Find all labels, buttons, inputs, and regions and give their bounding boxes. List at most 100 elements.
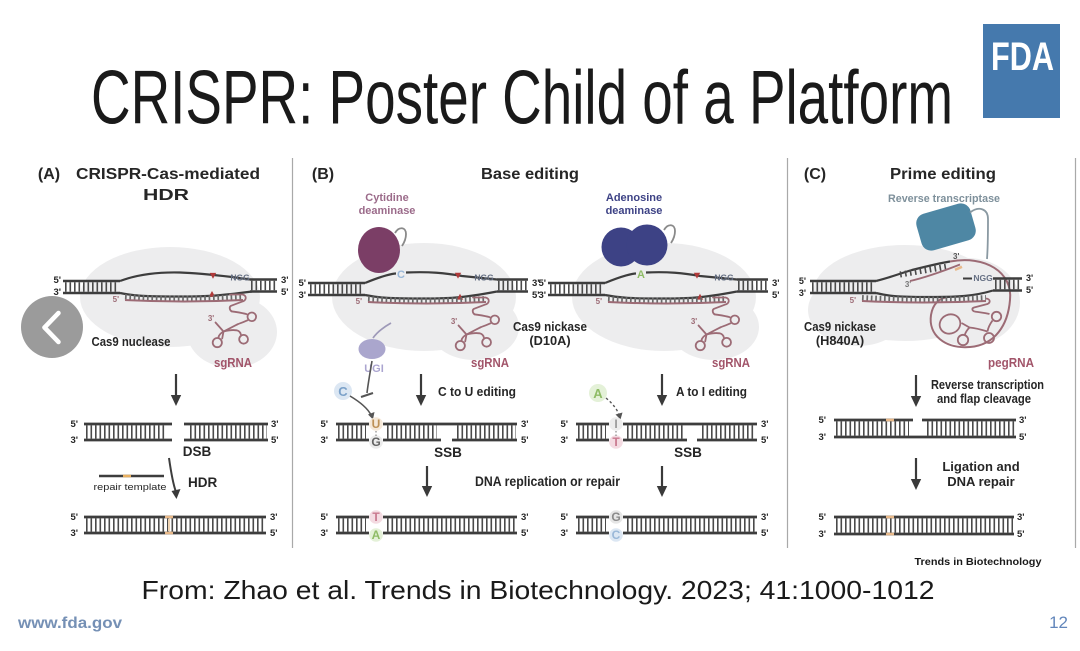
svg-text:A: A xyxy=(637,269,645,281)
svg-text:Reverse transcriptase: Reverse transcriptase xyxy=(888,193,1000,205)
svg-text:3': 3' xyxy=(208,314,214,323)
svg-text:5': 5' xyxy=(70,512,78,523)
svg-text:C to U editing: C to U editing xyxy=(438,384,516,399)
svg-text:SSB: SSB xyxy=(434,445,462,460)
svg-text:(H840A): (H840A) xyxy=(816,333,864,348)
svg-text:Cas9 nickase: Cas9 nickase xyxy=(513,319,587,334)
svg-text:pegRNA: pegRNA xyxy=(988,355,1035,370)
svg-text:5': 5' xyxy=(1026,285,1033,295)
svg-text:CRISPR: Poster Child of a Plat: CRISPR: Poster Child of a Platform xyxy=(91,56,953,141)
svg-text:5': 5' xyxy=(560,419,568,430)
svg-text:3': 3' xyxy=(320,435,328,446)
svg-text:3': 3' xyxy=(521,512,529,523)
svg-text:Trends in Biotechnology: Trends in Biotechnology xyxy=(915,556,1042,568)
svg-text:5': 5' xyxy=(560,512,568,523)
svg-text:Prime editing: Prime editing xyxy=(890,166,996,183)
svg-text:5': 5' xyxy=(532,290,540,301)
svg-text:(B): (B) xyxy=(312,166,334,183)
svg-text:5': 5' xyxy=(521,435,529,446)
svg-text:5': 5' xyxy=(356,297,362,306)
svg-text:5': 5' xyxy=(818,512,826,523)
svg-text:DNA repair: DNA repair xyxy=(947,474,1014,489)
svg-text:CRISPR-Cas-mediated: CRISPR-Cas-mediated xyxy=(76,166,260,183)
svg-text:3': 3' xyxy=(1017,512,1025,523)
svg-text:A: A xyxy=(593,386,603,401)
svg-text:5': 5' xyxy=(281,287,289,298)
svg-text:5': 5' xyxy=(320,512,328,523)
svg-text:UGI: UGI xyxy=(364,363,384,375)
svg-text:3': 3' xyxy=(451,317,457,326)
svg-text:3': 3' xyxy=(772,278,780,289)
svg-text:HDR: HDR xyxy=(143,187,190,204)
svg-text:NGG: NGG xyxy=(474,273,494,283)
svg-text:5': 5' xyxy=(521,528,529,539)
svg-text:sgRNA: sgRNA xyxy=(471,355,510,370)
svg-text:5': 5' xyxy=(761,435,769,446)
svg-text:A: A xyxy=(372,528,381,542)
svg-text:and flap cleavage: and flap cleavage xyxy=(937,391,1031,406)
svg-text:deaminase: deaminase xyxy=(606,205,663,217)
svg-text:Reverse transcription: Reverse transcription xyxy=(931,377,1044,392)
svg-text:U: U xyxy=(372,417,381,431)
svg-text:5': 5' xyxy=(113,295,119,304)
svg-text:NGG: NGG xyxy=(973,273,993,283)
svg-text:3': 3' xyxy=(70,435,78,446)
svg-text:3': 3' xyxy=(953,252,959,261)
svg-text:HDR: HDR xyxy=(188,475,217,490)
svg-text:3': 3' xyxy=(70,528,78,539)
svg-text:3': 3' xyxy=(799,288,806,298)
svg-text:(D10A): (D10A) xyxy=(529,333,570,348)
svg-text:(A): (A) xyxy=(38,166,60,183)
svg-text:5': 5' xyxy=(772,290,780,301)
svg-text:repair template: repair template xyxy=(94,482,167,493)
svg-text:3': 3' xyxy=(320,528,328,539)
svg-text:3': 3' xyxy=(560,435,568,446)
svg-text:deaminase: deaminase xyxy=(359,205,416,217)
svg-text:FDA: FDA xyxy=(991,35,1054,79)
svg-text:3': 3' xyxy=(271,419,279,430)
svg-text:SSB: SSB xyxy=(674,445,702,460)
svg-text:5': 5' xyxy=(818,415,826,426)
svg-text:T: T xyxy=(612,435,620,449)
svg-text:3': 3' xyxy=(818,432,826,443)
svg-text:5': 5' xyxy=(761,528,769,539)
svg-text:3': 3' xyxy=(532,278,540,289)
svg-text:I: I xyxy=(614,417,617,431)
svg-text:NGG: NGG xyxy=(230,273,250,283)
svg-text:3': 3' xyxy=(270,512,278,523)
svg-text:5': 5' xyxy=(70,419,78,430)
svg-text:12: 12 xyxy=(1049,613,1068,632)
svg-text:C: C xyxy=(612,528,621,542)
svg-text:3': 3' xyxy=(1026,273,1033,283)
svg-text:DNA replication or repair: DNA replication or repair xyxy=(475,474,621,489)
svg-text:Ligation and: Ligation and xyxy=(942,459,1019,474)
svg-text:3': 3' xyxy=(761,419,769,430)
svg-text:3': 3' xyxy=(538,290,546,301)
svg-text:3': 3' xyxy=(761,512,769,523)
svg-text:T: T xyxy=(372,510,380,524)
svg-text:Cas9 nickase: Cas9 nickase xyxy=(804,319,876,334)
svg-text:Adenosine: Adenosine xyxy=(606,192,662,204)
svg-text:5': 5' xyxy=(596,297,602,306)
svg-text:sgRNA: sgRNA xyxy=(214,355,253,370)
svg-text:C: C xyxy=(397,269,405,281)
svg-text:3': 3' xyxy=(521,419,529,430)
svg-text:From: Zhao et al. Trends in Bi: From: Zhao et al. Trends in Biotechnolog… xyxy=(142,575,935,605)
svg-text:(C): (C) xyxy=(804,166,826,183)
svg-text:3': 3' xyxy=(691,317,697,326)
svg-text:C: C xyxy=(338,384,348,399)
svg-text:G: G xyxy=(371,435,380,449)
svg-text:5': 5' xyxy=(298,278,306,289)
svg-text:5': 5' xyxy=(1019,432,1027,443)
svg-text:sgRNA: sgRNA xyxy=(712,355,751,370)
svg-text:3': 3' xyxy=(818,529,826,540)
svg-text:5': 5' xyxy=(53,275,61,286)
svg-text:A to I editing: A to I editing xyxy=(676,384,747,399)
svg-text:3': 3' xyxy=(298,290,306,301)
svg-text:5': 5' xyxy=(320,419,328,430)
svg-text:DSB: DSB xyxy=(183,444,212,459)
svg-text:3': 3' xyxy=(281,275,289,286)
svg-text:3': 3' xyxy=(53,287,61,298)
svg-text:5': 5' xyxy=(271,435,279,446)
svg-text:G: G xyxy=(611,510,620,524)
